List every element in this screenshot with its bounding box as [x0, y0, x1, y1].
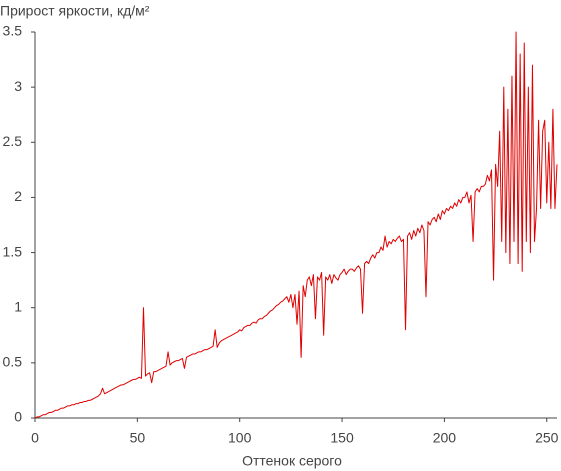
- y-tick-label: 2.5: [3, 133, 23, 149]
- x-axis-label: Оттенок серого: [242, 453, 342, 469]
- y-tick-label: 0: [14, 409, 22, 425]
- x-tick-label: 50: [130, 430, 146, 446]
- y-tick-label: 3.5: [3, 23, 23, 39]
- y-tick-label: 2: [14, 188, 22, 204]
- x-tick-label: 250: [535, 430, 559, 446]
- chart-title: Прирост яркости, кд/м²: [0, 3, 150, 19]
- x-tick-label: 200: [433, 430, 457, 446]
- y-tick-label: 1: [14, 298, 22, 314]
- x-tick-label: 100: [228, 430, 252, 446]
- y-tick-label: 1.5: [3, 243, 23, 259]
- x-tick-label: 150: [330, 430, 354, 446]
- y-tick-label: 3: [14, 78, 22, 94]
- y-tick-label: 0.5: [3, 354, 23, 370]
- data-line: [34, 31, 558, 419]
- x-tick-label: 0: [31, 430, 39, 446]
